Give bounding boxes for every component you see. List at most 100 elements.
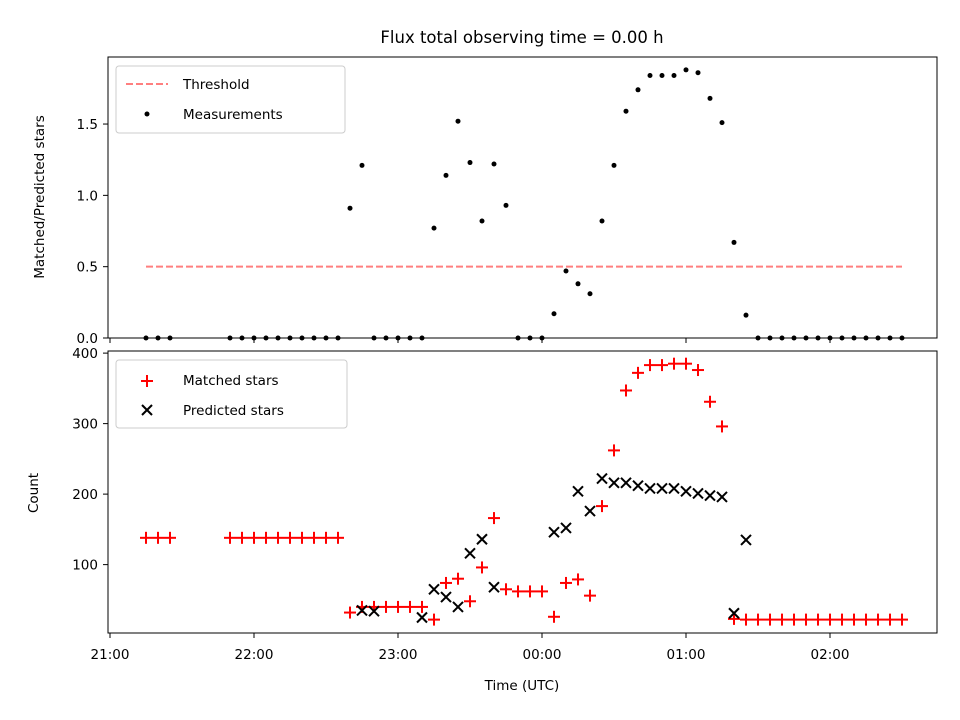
matched-point	[896, 613, 908, 626]
measurement-point	[467, 160, 473, 166]
measurement-point	[359, 162, 365, 168]
matched-point	[884, 613, 896, 626]
matched-point	[536, 585, 548, 598]
matched-point	[272, 531, 284, 544]
predicted-point	[656, 482, 668, 495]
measurement-point	[227, 335, 233, 341]
measurement-point	[527, 335, 533, 341]
top-y-tick-label: 0.5	[77, 260, 98, 276]
predicted-point	[644, 482, 656, 495]
x-axis-label: Time (UTC)	[484, 678, 560, 694]
predicted-point	[680, 485, 692, 498]
matched-point	[704, 395, 716, 408]
measurement-point	[887, 335, 893, 341]
matched-point	[440, 576, 452, 589]
predicted-point	[596, 472, 608, 485]
matched-point	[284, 531, 296, 544]
measurement-point	[323, 335, 329, 341]
predicted-point	[692, 487, 704, 500]
matched-point	[164, 531, 176, 544]
predicted-point	[356, 604, 368, 617]
matched-point	[692, 364, 704, 377]
measurement-point	[587, 291, 593, 297]
matched-point	[320, 531, 332, 544]
measurement-point	[347, 205, 353, 211]
x-tick-label: 01:00	[667, 647, 706, 663]
measurement-point	[455, 118, 461, 124]
measurement-point	[167, 335, 173, 341]
measurement-point	[335, 335, 341, 341]
bottom-panel: 100 200 300 400 21:00 22:00 23:00 00:00 01:00 02…	[26, 346, 938, 694]
measurement-point	[419, 335, 425, 341]
measurement-point	[383, 335, 389, 341]
measurement-point	[647, 73, 653, 79]
predicted-point	[704, 489, 716, 502]
x-tick-label: 23:00	[379, 647, 418, 663]
bottom-marks	[140, 357, 908, 626]
predicted-point	[716, 491, 728, 503]
x-tick-label: 02:00	[811, 647, 850, 663]
measurement-point	[755, 335, 761, 341]
measurement-point	[839, 335, 845, 341]
measurement-point	[743, 312, 749, 318]
matched-point	[392, 600, 404, 613]
top-y-tick-label: 1.5	[77, 117, 98, 133]
measurement-point	[623, 108, 629, 114]
predicted-point	[368, 605, 380, 617]
measurement-point	[791, 335, 797, 341]
legend-matched-label: Matched stars	[183, 373, 279, 389]
matched-point	[608, 444, 620, 457]
matched-point	[248, 531, 260, 544]
top-legend-box	[115, 65, 346, 134]
x-tick-label: 21:00	[91, 647, 130, 663]
measurement-point	[875, 335, 881, 341]
x-tick-label: 22:00	[235, 647, 274, 663]
predicted-point	[476, 533, 488, 545]
predicted-point	[452, 601, 464, 613]
matched-point	[848, 613, 860, 626]
matched-point	[452, 572, 464, 585]
matched-point	[524, 585, 536, 598]
predicted-point	[632, 479, 644, 492]
top-marks	[143, 67, 905, 341]
matched-point	[656, 359, 668, 372]
matched-point	[668, 357, 680, 370]
measurement-point	[443, 172, 449, 178]
predicted-point	[668, 482, 680, 495]
matched-point	[548, 610, 560, 623]
matched-point	[572, 573, 584, 586]
matched-point	[404, 600, 416, 613]
matched-point	[620, 384, 632, 397]
measurement-point	[599, 218, 605, 224]
matched-point	[860, 613, 872, 626]
matched-point	[260, 531, 272, 544]
measurement-point	[431, 225, 437, 231]
matched-point	[308, 531, 320, 544]
measurement-point	[719, 120, 725, 126]
bottom-y-tick-label: 300	[72, 417, 98, 433]
measurement-point	[479, 218, 485, 224]
measurement-point	[275, 335, 281, 341]
measurement-point	[491, 161, 497, 167]
measurement-point	[803, 335, 809, 341]
measurement-point	[371, 335, 377, 341]
matched-point	[428, 613, 440, 626]
bottom-legend-box	[115, 359, 348, 429]
predicted-point	[572, 485, 584, 498]
measurement-point	[707, 95, 713, 101]
matched-point	[728, 612, 740, 625]
top-y-axis-label: Matched/Predicted stars	[32, 115, 48, 278]
matched-point	[380, 600, 392, 613]
measurement-point	[155, 335, 161, 341]
legend-measurements-swatch	[144, 111, 150, 117]
matched-point	[224, 531, 236, 544]
matched-point	[560, 576, 572, 589]
matched-point	[812, 613, 824, 626]
matched-point	[584, 589, 596, 602]
matched-point	[464, 595, 476, 608]
legend-matched-swatch	[141, 375, 153, 387]
matched-point	[716, 420, 728, 433]
predicted-point	[440, 591, 452, 603]
bottom-y-tick-label: 100	[72, 558, 98, 574]
